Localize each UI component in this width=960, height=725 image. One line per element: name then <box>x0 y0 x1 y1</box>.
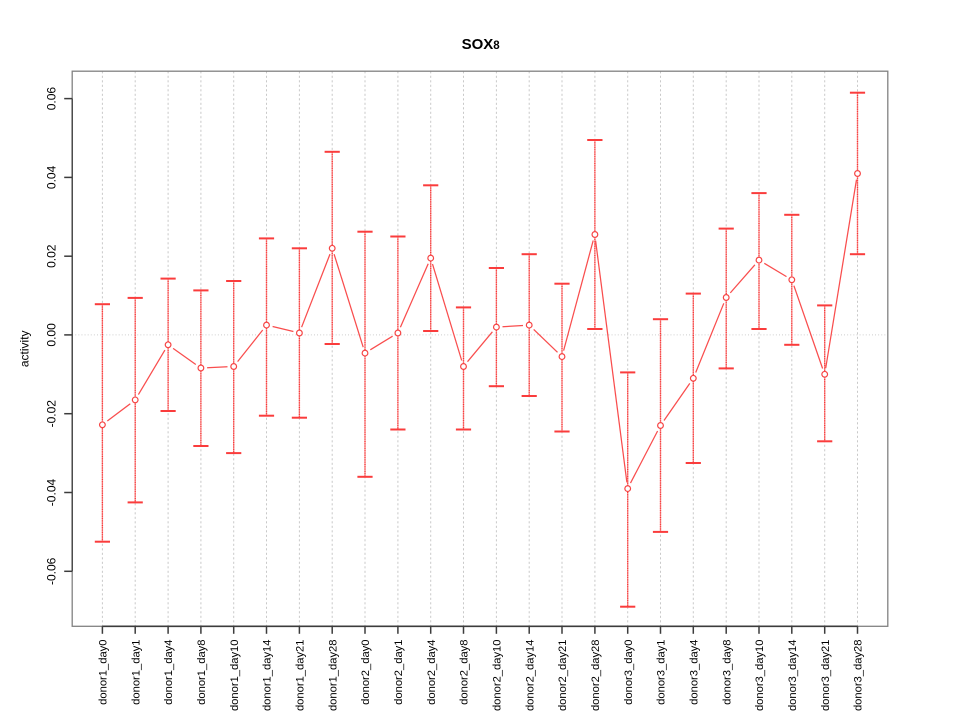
svg-text:donor1_day0: donor1_day0 <box>98 640 110 705</box>
svg-text:donor1_day4: donor1_day4 <box>163 640 175 705</box>
svg-text:donor2_day10: donor2_day10 <box>492 640 504 712</box>
svg-text:donor1_day28: donor1_day28 <box>327 640 339 712</box>
svg-text:0.04: 0.04 <box>44 165 58 189</box>
svg-text:SOX8: SOX8 <box>462 36 501 53</box>
svg-text:donor3_day10: donor3_day10 <box>754 640 766 712</box>
svg-text:donor2_day4: donor2_day4 <box>426 640 438 705</box>
svg-text:donor1_day14: donor1_day14 <box>262 640 274 712</box>
svg-text:donor1_day8: donor1_day8 <box>196 640 208 705</box>
svg-text:0.02: 0.02 <box>44 244 58 268</box>
svg-text:donor3_day28: donor3_day28 <box>853 640 865 712</box>
svg-text:donor3_day21: donor3_day21 <box>820 640 832 712</box>
svg-text:donor2_day21: donor2_day21 <box>557 640 569 712</box>
svg-text:-0.04: -0.04 <box>44 479 58 507</box>
svg-text:donor2_day8: donor2_day8 <box>459 640 471 705</box>
svg-text:-0.02: -0.02 <box>44 400 58 428</box>
svg-text:0.06: 0.06 <box>44 87 58 111</box>
svg-text:donor1_day21: donor1_day21 <box>295 640 307 712</box>
svg-text:donor2_day1: donor2_day1 <box>393 640 405 705</box>
svg-text:-0.06: -0.06 <box>44 557 58 585</box>
svg-text:donor3_day14: donor3_day14 <box>787 640 799 712</box>
svg-text:donor1_day10: donor1_day10 <box>229 640 241 712</box>
svg-text:donor3_day0: donor3_day0 <box>623 640 635 705</box>
svg-text:0.00: 0.00 <box>44 323 58 347</box>
svg-text:donor3_day8: donor3_day8 <box>721 640 733 705</box>
svg-text:donor2_day14: donor2_day14 <box>524 640 536 712</box>
svg-text:donor1_day1: donor1_day1 <box>130 640 142 705</box>
svg-text:donor3_day1: donor3_day1 <box>656 640 668 705</box>
svg-text:donor3_day4: donor3_day4 <box>688 640 700 705</box>
svg-text:donor2_day0: donor2_day0 <box>360 640 372 705</box>
svg-text:activity: activity <box>18 330 32 367</box>
svg-text:donor2_day28: donor2_day28 <box>590 640 602 712</box>
